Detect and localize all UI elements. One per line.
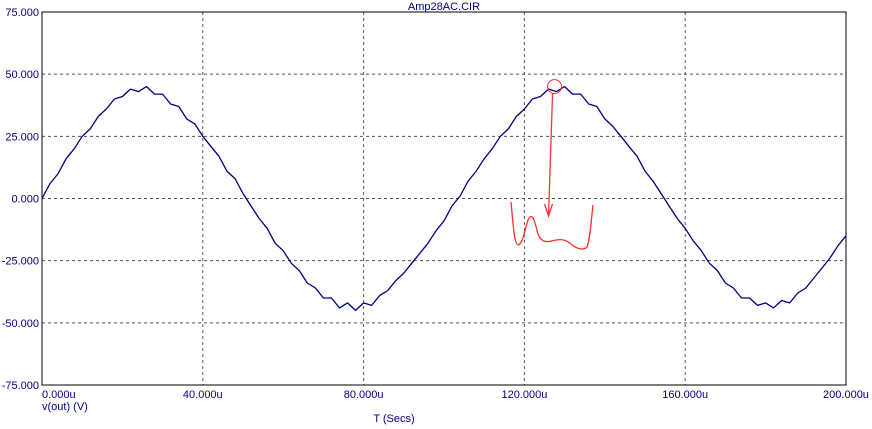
x-tick-label: 160.000u [662, 389, 708, 401]
zoom-detail-curve [510, 201, 594, 250]
y-axis-label: v(out) (V) [42, 401, 88, 413]
zoom-circle [547, 79, 563, 95]
y-tick-label: 25.000 [5, 131, 39, 143]
x-tick-label: 80.000u [344, 389, 384, 401]
y-tick-label: 75.000 [5, 7, 39, 19]
x-tick-label: 200.000u [823, 389, 869, 401]
chart-title: Amp28AC.CIR [408, 1, 480, 13]
zoom-arrow-head [543, 203, 554, 218]
x-tick-labels: 0.000u 40.000u 80.000u 120.000u 160.000u 200.… [42, 389, 869, 401]
y-tick-label: 0.000 [11, 194, 39, 206]
zoom-arrow-shaft [547, 93, 554, 216]
y-tick-label: -25.000 [2, 256, 39, 268]
x-axis-label: T (Secs) [373, 413, 414, 425]
y-tick-label: -50.000 [2, 318, 39, 330]
y-tick-label: 50.000 [5, 69, 39, 81]
series-line [41, 85, 847, 312]
x-tick-label: 40.000u [183, 389, 223, 401]
y-tick-label: -75.000 [2, 380, 39, 392]
x-tick-label: 120.000u [501, 389, 547, 401]
series-group [41, 85, 847, 312]
x-tick-label: 0.000u [42, 389, 76, 401]
grid-lines [42, 12, 846, 385]
zoom-annotation [510, 79, 594, 250]
y-tick-labels: 75.000 50.000 25.000 0.000 -25.000 -50.000 -75… [2, 7, 39, 392]
